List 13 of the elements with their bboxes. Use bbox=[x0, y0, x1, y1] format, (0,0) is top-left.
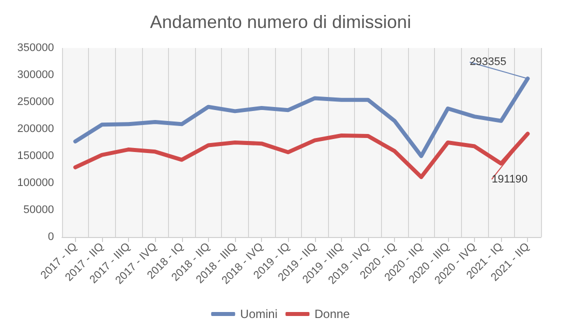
data-label: 293355 bbox=[470, 56, 506, 68]
legend-label: Donne bbox=[314, 307, 350, 321]
y-tick-label: 350000 bbox=[17, 42, 54, 54]
y-tick-label: 250000 bbox=[17, 96, 54, 108]
legend-label: Uomini bbox=[240, 307, 278, 321]
y-tick-label: 200000 bbox=[17, 123, 54, 135]
y-tick-label: 50000 bbox=[23, 204, 54, 216]
y-tick-label: 300000 bbox=[17, 69, 54, 81]
data-label: 191190 bbox=[492, 173, 528, 186]
y-tick-label: 100000 bbox=[17, 177, 54, 189]
chart-title: Andamento numero di dimissioni bbox=[150, 12, 412, 32]
y-tick-label: 0 bbox=[48, 231, 54, 243]
y-tick-label: 150000 bbox=[17, 150, 54, 162]
